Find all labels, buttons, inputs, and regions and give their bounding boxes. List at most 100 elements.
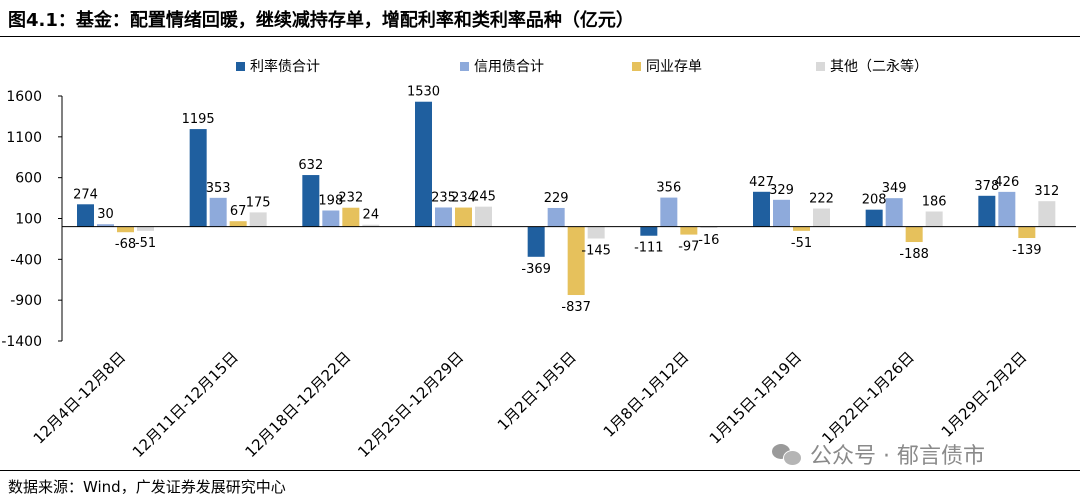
data-label: 356 bbox=[656, 181, 681, 196]
bar bbox=[773, 199, 790, 227]
legend-label: 信用债合计 bbox=[474, 59, 544, 75]
legend-swatch bbox=[632, 62, 641, 71]
footer-divider bbox=[0, 470, 1080, 471]
data-label: 186 bbox=[922, 194, 947, 209]
bar bbox=[209, 197, 227, 227]
legend-swatch bbox=[816, 62, 825, 71]
title-divider bbox=[0, 36, 1080, 37]
data-labels: 27430-68-5111953536717563219823224153023… bbox=[73, 85, 1059, 315]
bar bbox=[885, 198, 903, 227]
y-tick-label: 1100 bbox=[6, 130, 42, 146]
bar bbox=[527, 226, 545, 257]
bar bbox=[680, 226, 698, 235]
data-label: 632 bbox=[298, 158, 323, 173]
y-tick-label: 1600 bbox=[6, 89, 42, 105]
y-axis: 1600 1100 600 100 -400 -900 -1400 bbox=[1, 89, 63, 350]
data-label: 235 bbox=[431, 190, 456, 205]
bar bbox=[547, 207, 565, 227]
legend-label: 利率债合计 bbox=[250, 58, 320, 75]
y-tick-label: 100 bbox=[15, 212, 42, 228]
legend-label: 其他（二永等） bbox=[830, 58, 928, 75]
data-label: 349 bbox=[882, 181, 907, 196]
bar bbox=[137, 226, 154, 231]
data-label: -139 bbox=[1012, 243, 1042, 258]
watermark: 公众号 · 郁言债市 bbox=[772, 438, 985, 470]
bar bbox=[97, 224, 114, 227]
bar bbox=[998, 191, 1016, 227]
x-tick-label: 12月11日-12月15日 bbox=[129, 348, 242, 461]
data-label: 24 bbox=[363, 208, 380, 223]
data-label: -111 bbox=[634, 241, 664, 256]
bar bbox=[567, 226, 585, 296]
x-tick-label: 12月18日-12月22日 bbox=[242, 348, 355, 461]
bar bbox=[640, 226, 658, 236]
bar bbox=[813, 208, 830, 227]
data-label: 67 bbox=[230, 204, 247, 219]
x-tick-label: 12月25日-12月29日 bbox=[354, 348, 467, 461]
y-tick-label: -400 bbox=[10, 252, 42, 268]
legend-swatch bbox=[460, 62, 469, 71]
bar bbox=[905, 226, 923, 243]
x-tick-label: 12月4日-12月8日 bbox=[30, 348, 129, 447]
bar bbox=[229, 221, 247, 227]
bar bbox=[249, 212, 267, 227]
data-label: 312 bbox=[1034, 184, 1059, 199]
bar-series bbox=[77, 101, 1056, 296]
chart-title: 图4.1：基金：配置情绪回暖，继续减持存单，增配利率和类利率品种（亿元） bbox=[8, 10, 634, 31]
bar bbox=[415, 101, 432, 227]
watermark-text: 公众号 · 郁言债市 bbox=[810, 444, 985, 469]
data-label: 1195 bbox=[182, 112, 215, 127]
data-label: 378 bbox=[974, 179, 999, 194]
data-label: 234 bbox=[451, 191, 476, 206]
bar bbox=[322, 210, 340, 227]
bar bbox=[700, 226, 718, 228]
data-label: 329 bbox=[769, 183, 794, 198]
bar bbox=[302, 175, 320, 227]
chart-legend: 利率债合计 信用债合计 同业存单 其他（二永等） bbox=[236, 58, 928, 75]
bar bbox=[925, 211, 943, 227]
wechat-icon bbox=[772, 442, 802, 466]
data-label: -51 bbox=[791, 236, 812, 251]
bar bbox=[1038, 201, 1056, 227]
data-label: 198 bbox=[318, 193, 343, 208]
x-tick-label: 1月29日-2月2日 bbox=[938, 348, 1031, 441]
bar bbox=[435, 207, 452, 227]
source-note: 数据来源：Wind，广发证券发展研究中心 bbox=[8, 478, 286, 496]
y-tick-label: -1400 bbox=[1, 334, 42, 350]
bar bbox=[865, 209, 883, 227]
data-label: 1530 bbox=[407, 85, 440, 100]
data-label: -369 bbox=[521, 262, 551, 277]
data-label: 274 bbox=[73, 187, 98, 202]
data-label: 245 bbox=[471, 190, 496, 205]
bar bbox=[978, 195, 996, 227]
bar bbox=[753, 191, 770, 227]
bar bbox=[793, 226, 810, 231]
x-tick-label: 1月8日-1月12日 bbox=[600, 348, 693, 441]
data-label: 222 bbox=[809, 192, 834, 207]
legend-swatch bbox=[236, 62, 245, 71]
data-label: -145 bbox=[581, 244, 611, 259]
data-label: -51 bbox=[135, 236, 156, 251]
data-label: 232 bbox=[338, 191, 363, 206]
data-label: -837 bbox=[561, 300, 591, 315]
legend-label: 同业存单 bbox=[646, 59, 702, 75]
bar bbox=[362, 224, 380, 227]
data-label: -68 bbox=[115, 237, 136, 252]
bar bbox=[77, 204, 94, 227]
x-tick-label: 1月15日-1月19日 bbox=[706, 348, 805, 447]
bar bbox=[1018, 226, 1036, 239]
data-label: 208 bbox=[862, 193, 887, 208]
y-tick-label: -900 bbox=[10, 293, 42, 309]
data-label: -97 bbox=[678, 240, 699, 255]
data-label: -16 bbox=[698, 233, 719, 248]
data-label: -188 bbox=[899, 247, 929, 262]
bar bbox=[189, 129, 207, 227]
bar bbox=[587, 226, 605, 239]
data-label: 229 bbox=[544, 191, 569, 206]
data-label: 426 bbox=[994, 175, 1019, 190]
data-label: 427 bbox=[749, 175, 774, 190]
data-label: 30 bbox=[97, 207, 114, 222]
data-label: 353 bbox=[206, 181, 231, 196]
bar bbox=[342, 207, 360, 227]
bar bbox=[475, 206, 492, 227]
